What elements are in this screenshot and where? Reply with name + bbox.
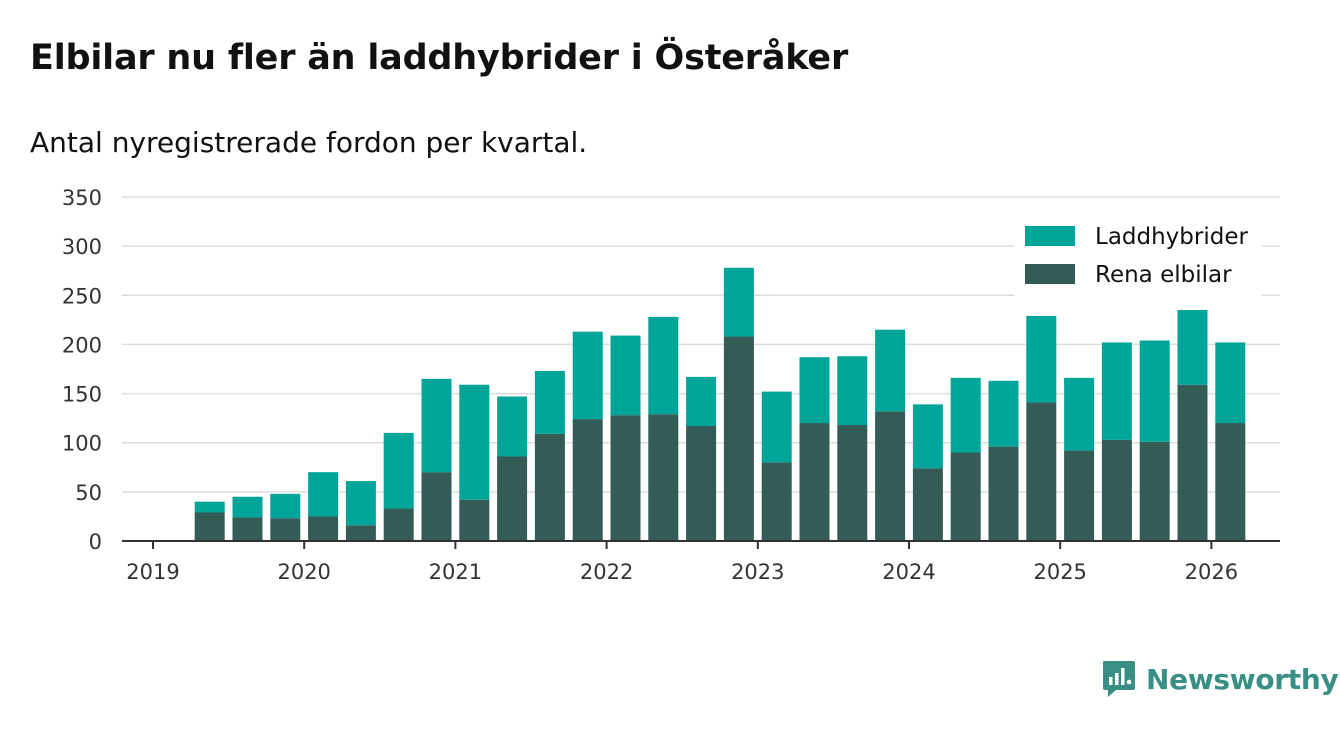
- y-tick-label: 50: [75, 481, 102, 505]
- bar-rena-elbilar: [1215, 423, 1246, 541]
- y-tick-label: 150: [62, 383, 102, 407]
- bar-rena-elbilar: [799, 423, 830, 541]
- bar-rena-elbilar: [1139, 441, 1170, 541]
- brand-logo: Newsworthy: [1102, 660, 1339, 698]
- y-tick-label: 300: [62, 235, 102, 259]
- bar-rena-elbilar: [534, 433, 565, 541]
- y-tick-label: 200: [62, 333, 102, 357]
- x-tick-label: 2021: [429, 560, 482, 584]
- bar-rena-elbilar: [875, 411, 906, 541]
- bar-laddhybrider: [308, 472, 339, 517]
- bar-rena-elbilar: [648, 414, 679, 541]
- bar-laddhybrider: [270, 493, 301, 519]
- x-tick-label: 2025: [1033, 560, 1086, 584]
- bar-rena-elbilar: [988, 446, 1019, 541]
- bar-laddhybrider: [1139, 340, 1170, 442]
- bar-laddhybrider: [459, 384, 490, 500]
- bar-laddhybrider: [1177, 310, 1208, 385]
- bar-laddhybrider: [723, 267, 754, 337]
- brand-name: Newsworthy: [1146, 662, 1339, 696]
- bar-laddhybrider: [534, 370, 565, 434]
- bar-rena-elbilar: [950, 452, 981, 541]
- bar-laddhybrider: [572, 331, 603, 420]
- x-tick-label: 2020: [277, 560, 330, 584]
- bar-rena-elbilar: [270, 518, 301, 541]
- bar-rena-elbilar: [837, 425, 868, 541]
- legend-swatch: [1025, 226, 1075, 246]
- bar-laddhybrider: [345, 481, 376, 526]
- bar-laddhybrider: [950, 377, 981, 453]
- bar-rena-elbilar: [1064, 450, 1095, 541]
- bar-rena-elbilar: [194, 512, 225, 541]
- x-tick-label: 2022: [580, 560, 633, 584]
- y-tick-label: 350: [62, 186, 102, 210]
- bar-rena-elbilar: [232, 517, 263, 541]
- bar-rena-elbilar: [459, 499, 490, 541]
- legend-label: Laddhybrider: [1095, 224, 1248, 250]
- y-tick-label: 0: [89, 530, 102, 554]
- bar-laddhybrider: [1101, 342, 1132, 440]
- bar-rena-elbilar: [686, 426, 717, 541]
- bar-rena-elbilar: [572, 419, 603, 541]
- x-tick-label: 2023: [731, 560, 784, 584]
- legend-label: Rena elbilar: [1095, 262, 1232, 288]
- bar-rena-elbilar: [723, 336, 754, 541]
- bar-laddhybrider: [1215, 342, 1246, 424]
- legend-swatch: [1025, 264, 1075, 284]
- y-tick-label: 100: [62, 432, 102, 456]
- bar-laddhybrider: [421, 378, 452, 473]
- bar-laddhybrider: [761, 391, 792, 463]
- bar-laddhybrider: [912, 404, 943, 469]
- bar-rena-elbilar: [1177, 384, 1208, 541]
- bar-laddhybrider: [1064, 377, 1095, 451]
- bar-laddhybrider: [988, 380, 1019, 447]
- x-tick-label: 2019: [126, 560, 179, 584]
- bar-laddhybrider: [194, 501, 225, 513]
- bar-laddhybrider: [497, 396, 528, 457]
- y-tick-label: 250: [62, 284, 102, 308]
- bar-laddhybrider: [875, 329, 906, 412]
- bar-laddhybrider: [610, 335, 641, 416]
- x-tick-label: 2026: [1185, 560, 1238, 584]
- bar-rena-elbilar: [1101, 439, 1132, 541]
- chart-title: Elbilar nu fler än laddhybrider i Österå…: [30, 38, 849, 78]
- bar-laddhybrider: [686, 376, 717, 427]
- chart-subtitle: Antal nyregistrerade fordon per kvartal.: [30, 126, 588, 159]
- bar-rena-elbilar: [383, 508, 414, 541]
- bar-rena-elbilar: [345, 525, 376, 541]
- bar-laddhybrider: [383, 432, 414, 509]
- bar-laddhybrider: [232, 496, 263, 518]
- bar-laddhybrider: [837, 356, 868, 426]
- newsworthy-logo-icon: [1103, 661, 1135, 697]
- bar-rena-elbilar: [497, 456, 528, 541]
- bar-rena-elbilar: [912, 468, 943, 541]
- x-tick-label: 2024: [882, 560, 935, 584]
- bar-laddhybrider: [799, 357, 830, 424]
- bar-laddhybrider: [648, 316, 679, 415]
- bar-rena-elbilar: [308, 516, 339, 541]
- bar-rena-elbilar: [421, 472, 452, 541]
- bar-laddhybrider: [1026, 315, 1057, 403]
- bar-rena-elbilar: [610, 415, 641, 541]
- bar-rena-elbilar: [761, 462, 792, 541]
- bar-rena-elbilar: [1026, 402, 1057, 541]
